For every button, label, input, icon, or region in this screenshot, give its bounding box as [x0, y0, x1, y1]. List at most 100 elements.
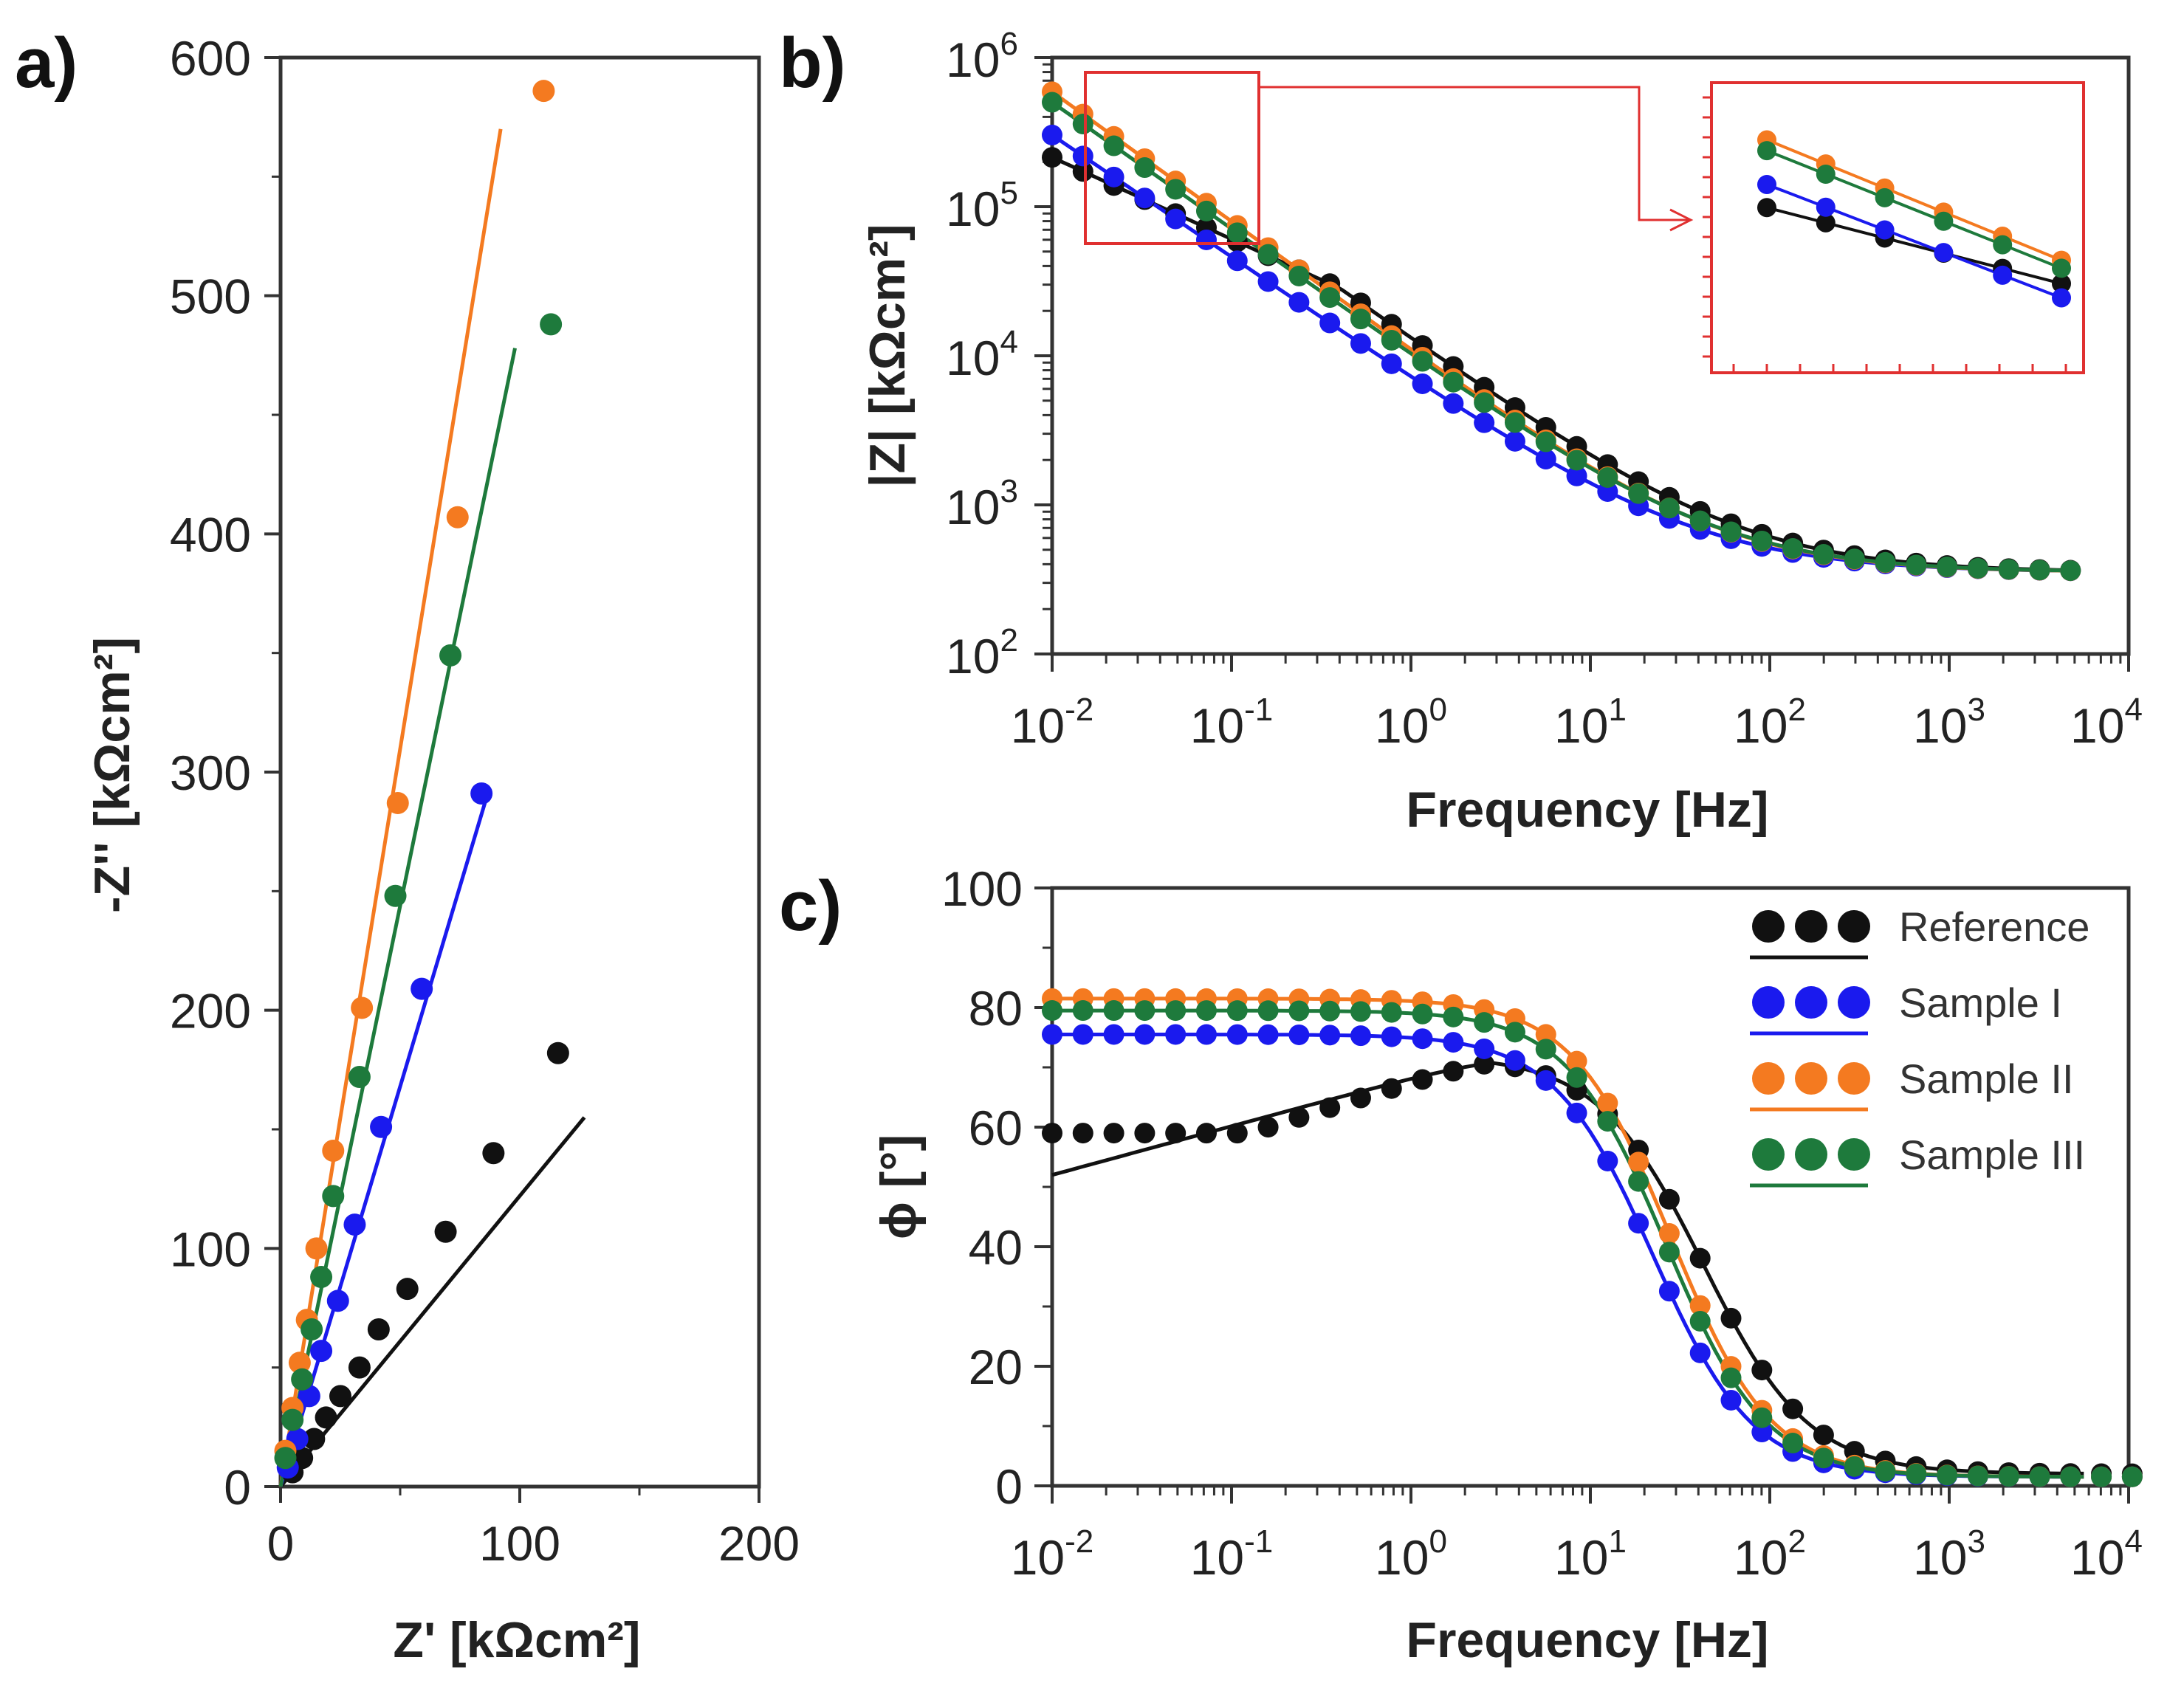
bode-magnitude-point-sample-iii — [1751, 530, 1773, 551]
bode-magnitude-point-sample-i — [1072, 145, 1093, 167]
bode-magnitude-point-sample-iii — [1072, 114, 1093, 135]
bode-phase-point-sample-iii — [1782, 1433, 1804, 1454]
bode-phase-point-reference — [1412, 1069, 1433, 1090]
legend-marker-reference — [1838, 910, 1870, 943]
nyquist-x-tick-label: 0 — [267, 1516, 295, 1571]
nyquist-point-sample-iii — [301, 1318, 323, 1341]
nyquist-point-reference — [315, 1406, 337, 1429]
nyquist-point-sample-ii — [446, 506, 469, 528]
bode-phase-point-sample-ii — [1689, 1295, 1711, 1316]
bode-phase-point-reference — [1134, 1123, 1155, 1144]
nyquist-y-tick-label: 100 — [170, 1222, 251, 1276]
bode-phase-x-tick-label: 101 — [1554, 1523, 1627, 1585]
bode-phase-point-reference — [1720, 1307, 1742, 1329]
bode-magnitude-point-sample-i — [1288, 292, 1310, 313]
bode-phase-tick-labels: 10-2 10-1 100 101 102 103 104 0 20 40 60 80 100 — [941, 861, 2143, 1585]
bode-phase-x-tick-label: 102 — [1734, 1523, 1806, 1585]
bode-magnitude-point-sample-iii — [1998, 559, 2019, 580]
nyquist-point-reference — [546, 1041, 569, 1064]
legend-marker-reference — [1795, 910, 1827, 943]
nyquist-point-sample-i — [310, 1340, 333, 1363]
bode-magnitude-data-points — [1042, 81, 2081, 582]
nyquist-point-reference — [367, 1318, 390, 1341]
legend-label-sample-iii: Sample III — [1899, 1132, 2085, 1178]
nyquist-y-tick-label: 600 — [170, 31, 251, 86]
bode-phase-point-sample-ii — [1535, 1024, 1556, 1045]
bode-phase-point-sample-iii — [1412, 1003, 1433, 1025]
nyquist-fit-sample-iii — [278, 348, 517, 1487]
bode-phase-point-sample-iii — [1937, 1464, 1958, 1486]
zoom-connector-arrow — [1669, 208, 1694, 232]
bode-phase-point-reference — [1443, 1061, 1464, 1082]
bode-phase-point-sample-iii — [1134, 1000, 1155, 1022]
bode-phase-point-sample-iii — [1381, 1002, 1402, 1023]
legend-marker-sample-i — [1752, 986, 1785, 1019]
bode-magnitude-point-sample-iii — [1257, 244, 1279, 265]
bode-phase-point-reference — [1658, 1188, 1680, 1210]
nyquist-data-points — [274, 80, 569, 1484]
bode-magnitude-point-sample-iii — [1134, 157, 1155, 179]
bode-phase-point-sample-i — [1720, 1389, 1742, 1411]
bode-phase-point-sample-iii — [1597, 1111, 1618, 1132]
bode-phase-point-sample-ii — [1597, 1092, 1618, 1114]
nyquist-fit-sample-i — [278, 797, 489, 1487]
bode-magnitude-fit-lines — [1051, 90, 2075, 573]
bode-phase-point-sample-iii — [1226, 1000, 1248, 1022]
bode-magnitude-point-sample-i — [1319, 312, 1341, 334]
nyquist-point-reference — [329, 1385, 351, 1408]
bode-magnitude-point-sample-iii — [1906, 554, 1927, 576]
bode-phase-point-sample-i — [1350, 1025, 1371, 1047]
inset-point-sample-i — [1875, 220, 1895, 240]
legend-marker-sample-i — [1838, 986, 1870, 1019]
bode-phase-point-reference — [1165, 1123, 1187, 1144]
bode-magnitude-point-sample-iii — [1689, 510, 1711, 531]
bode-phase-y-axis-label: ϕ [°] — [870, 1135, 927, 1239]
bode-magnitude-point-sample-iii — [1844, 548, 1865, 570]
bode-phase-point-reference — [1350, 1087, 1371, 1109]
nyquist-point-sample-i — [298, 1385, 320, 1408]
legend: Reference Sample I Sample II Sample III — [1750, 903, 2089, 1188]
bode-magnitude-point-sample-iii — [1195, 200, 1217, 221]
bode-phase-point-sample-ii — [1566, 1050, 1587, 1072]
nyquist-point-sample-ii — [351, 996, 374, 1019]
nyquist-y-tick-label: 200 — [170, 984, 251, 1039]
inset-point-sample-i — [2052, 288, 2071, 308]
bode-magnitude-point-sample-iii — [1535, 431, 1556, 452]
nyquist-y-tick-label: 300 — [170, 746, 251, 800]
bode-phase-point-reference — [1288, 1106, 1310, 1128]
nyquist-x-tick-label: 200 — [718, 1516, 800, 1571]
inset-point-sample-iii — [1875, 187, 1895, 207]
bode-phase-point-sample-iii — [1844, 1456, 1865, 1477]
bode-magnitude-point-reference — [1072, 161, 1093, 182]
bode-phase-point-sample-ii — [1658, 1223, 1680, 1244]
nyquist-y-tick-label: 0 — [224, 1460, 251, 1515]
bode-phase-point-sample-ii — [1628, 1151, 1649, 1173]
bode-phase-y-tick-label: 40 — [969, 1220, 1023, 1275]
bode-phase-point-reference — [1072, 1123, 1093, 1144]
legend-marker-sample-i — [1795, 986, 1827, 1019]
nyquist-point-reference — [396, 1278, 419, 1301]
bode-phase-point-sample-iii — [1165, 1000, 1187, 1022]
bode-phase-point-sample-iii — [1042, 1000, 1062, 1022]
bode-phase-point-sample-i — [1658, 1281, 1680, 1302]
nyquist-fit-reference — [279, 1116, 586, 1488]
bode-magnitude-point-sample-i — [1195, 229, 1217, 250]
bode-magnitude-point-sample-i — [1226, 250, 1248, 272]
legend-marker-sample-iii — [1752, 1138, 1785, 1171]
nyquist-point-sample-iii — [291, 1368, 314, 1391]
bode-magnitude-point-sample-iii — [1504, 412, 1525, 433]
bode-magnitude-y-tick-label: 102 — [946, 622, 1018, 684]
nyquist-ticks — [264, 56, 760, 1503]
bode-phase-point-sample-iii — [1689, 1310, 1711, 1332]
nyquist-point-sample-ii — [532, 80, 555, 103]
inset-point-sample-iii — [1757, 141, 1776, 161]
bode-phase-point-sample-iii — [1350, 1001, 1371, 1022]
nyquist-y-axis-label: -Z'' [kΩcm²] — [84, 637, 140, 913]
bode-phase-x-tick-label: 104 — [2070, 1523, 2143, 1585]
bode-phase-chart: 10-2 10-1 100 101 102 103 104 0 20 40 60 80 100 Refe… — [870, 861, 2143, 1668]
legend-marker-sample-iii — [1838, 1138, 1870, 1171]
legend-marker-reference — [1752, 910, 1785, 943]
bode-magnitude-point-sample-i — [1412, 373, 1433, 394]
nyquist-point-sample-iii — [348, 1066, 371, 1089]
nyquist-point-sample-ii — [322, 1140, 345, 1163]
